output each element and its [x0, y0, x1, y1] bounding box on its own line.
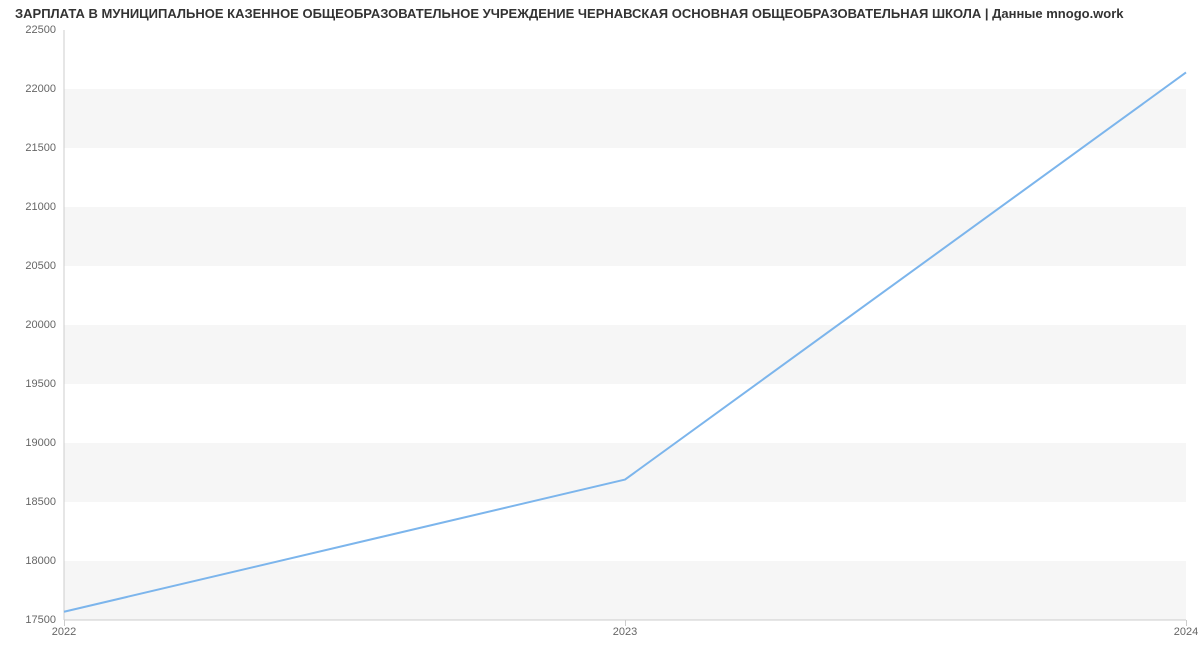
x-tick-label: 2022: [52, 626, 76, 638]
y-tick-label: 20500: [25, 260, 56, 272]
y-tick-label: 20000: [25, 319, 56, 331]
x-tick-mark: [64, 620, 65, 626]
y-tick-label: 18500: [25, 496, 56, 508]
x-tick-label: 2024: [1174, 626, 1198, 638]
series-line-salary: [64, 72, 1186, 611]
chart-title: ЗАРПЛАТА В МУНИЦИПАЛЬНОЕ КАЗЕННОЕ ОБЩЕОБ…: [15, 6, 1124, 21]
y-tick-label: 17500: [25, 614, 56, 626]
y-tick-label: 22500: [25, 24, 56, 36]
x-tick-label: 2023: [613, 626, 637, 638]
y-tick-label: 19000: [25, 437, 56, 449]
y-tick-label: 18000: [25, 555, 56, 567]
plot-area: 1750018000185001900019500200002050021000…: [64, 30, 1186, 620]
y-tick-label: 19500: [25, 378, 56, 390]
y-tick-label: 21500: [25, 142, 56, 154]
y-tick-label: 22000: [25, 83, 56, 95]
x-tick-mark: [625, 620, 626, 626]
x-tick-mark: [1186, 620, 1187, 626]
line-layer: [64, 30, 1186, 620]
y-tick-label: 21000: [25, 201, 56, 213]
